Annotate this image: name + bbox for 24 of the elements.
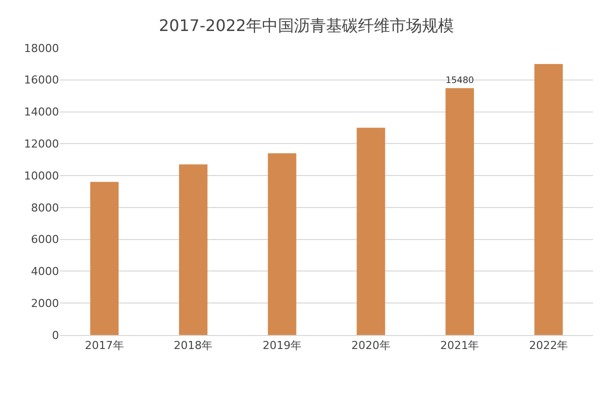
chart-title: 2017-2022年中国沥青基碳纤维市场规模 <box>158 16 454 35</box>
y-tick-label: 10000 <box>24 169 59 182</box>
y-tick-label: 2000 <box>31 296 59 310</box>
y-tick-label: 16000 <box>24 74 59 87</box>
bar <box>90 182 119 335</box>
y-tick-label: 8000 <box>31 201 59 214</box>
y-tick-label: 14000 <box>24 106 59 119</box>
bar <box>446 88 474 335</box>
x-tick-label: 2022年 <box>529 339 568 352</box>
bar <box>534 64 563 335</box>
y-tick-label: 0 <box>52 328 59 342</box>
x-tick-label: 2019年 <box>262 339 302 352</box>
x-tick-label: 2021年 <box>440 339 480 352</box>
y-tick-label: 12000 <box>24 138 59 151</box>
bar <box>268 153 296 335</box>
y-tick-label: 6000 <box>31 233 59 246</box>
x-tick-label: 2020年 <box>351 339 390 352</box>
y-tick-label: 18000 <box>24 42 59 55</box>
y-tick-label: 4000 <box>31 265 59 278</box>
bar <box>356 128 386 335</box>
data-label: 15480 <box>446 76 474 86</box>
x-tick-label: 2018年 <box>174 339 213 352</box>
bar <box>179 164 208 335</box>
x-tick-label: 2017年 <box>84 339 124 352</box>
